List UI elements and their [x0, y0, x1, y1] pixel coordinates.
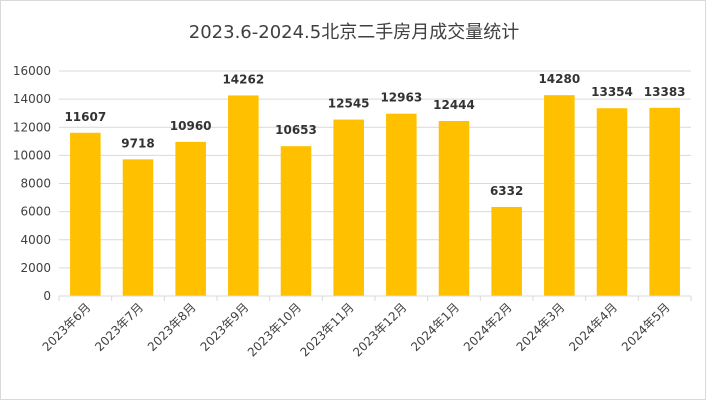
- gridlines: [59, 70, 691, 269]
- bar: [333, 119, 364, 296]
- data-labels: 11607 9718 10960 14262 10653 12545 12963 12444 6…: [64, 72, 685, 198]
- data-label: 12963: [380, 91, 422, 105]
- data-label: 14262: [222, 72, 264, 86]
- data-label: 13354: [591, 85, 633, 99]
- y-tick-label: 2000: [20, 261, 51, 275]
- data-label: 13383: [644, 85, 686, 99]
- y-axis-ticks: 0 2000 4000 6000 8000 10000 12000 14000 16000: [13, 64, 51, 303]
- bars: [70, 95, 680, 296]
- bar: [228, 95, 259, 296]
- x-axis-ticks: 2023年6月2023年7月2023年8月2023年9月2023年10月2023…: [40, 296, 692, 359]
- data-label: 14280: [538, 72, 580, 86]
- data-label: 6332: [490, 184, 523, 198]
- bar: [386, 113, 417, 296]
- bar: [649, 107, 680, 296]
- y-tick-label: 4000: [20, 233, 51, 247]
- x-tick-label: 2023年8月: [145, 300, 199, 354]
- y-tick-label: 6000: [20, 205, 51, 219]
- x-tick-label: 2024年1月: [408, 300, 462, 354]
- data-label: 9718: [121, 136, 154, 150]
- bar: [122, 159, 154, 296]
- x-tick-label: 2023年9月: [198, 300, 252, 354]
- y-tick-label: 0: [43, 289, 51, 303]
- x-tick-label: 2023年12月: [350, 300, 409, 359]
- data-label: 10653: [275, 123, 317, 137]
- bar: [596, 108, 628, 296]
- bar: [70, 132, 101, 296]
- data-label: 11607: [64, 110, 106, 124]
- x-tick-label: 2024年5月: [619, 300, 673, 354]
- data-label: 12444: [433, 98, 475, 112]
- data-label: 10960: [170, 119, 212, 133]
- x-tick-label: 2023年7月: [92, 300, 146, 354]
- bar: [491, 206, 522, 296]
- y-tick-label: 16000: [13, 64, 51, 78]
- bar: [175, 141, 206, 296]
- x-tick-label: 2023年11月: [298, 300, 357, 359]
- x-tick-label: 2024年4月: [566, 300, 620, 354]
- y-tick-label: 14000: [13, 92, 51, 106]
- y-tick-label: 10000: [13, 148, 51, 162]
- chart-title: 2023.6-2024.5北京二手房月成交量统计: [189, 22, 519, 43]
- y-tick-label: 8000: [20, 177, 51, 191]
- y-tick-label: 12000: [13, 120, 51, 134]
- x-tick-label: 2024年2月: [461, 300, 515, 354]
- data-label: 12545: [328, 97, 370, 111]
- x-tick-label: 2024年3月: [514, 300, 568, 354]
- x-tick-label: 2023年10月: [245, 300, 304, 359]
- bar: [544, 95, 575, 296]
- bar: [280, 146, 312, 296]
- x-tick-label: 2023年6月: [40, 300, 94, 354]
- bar: [438, 121, 470, 296]
